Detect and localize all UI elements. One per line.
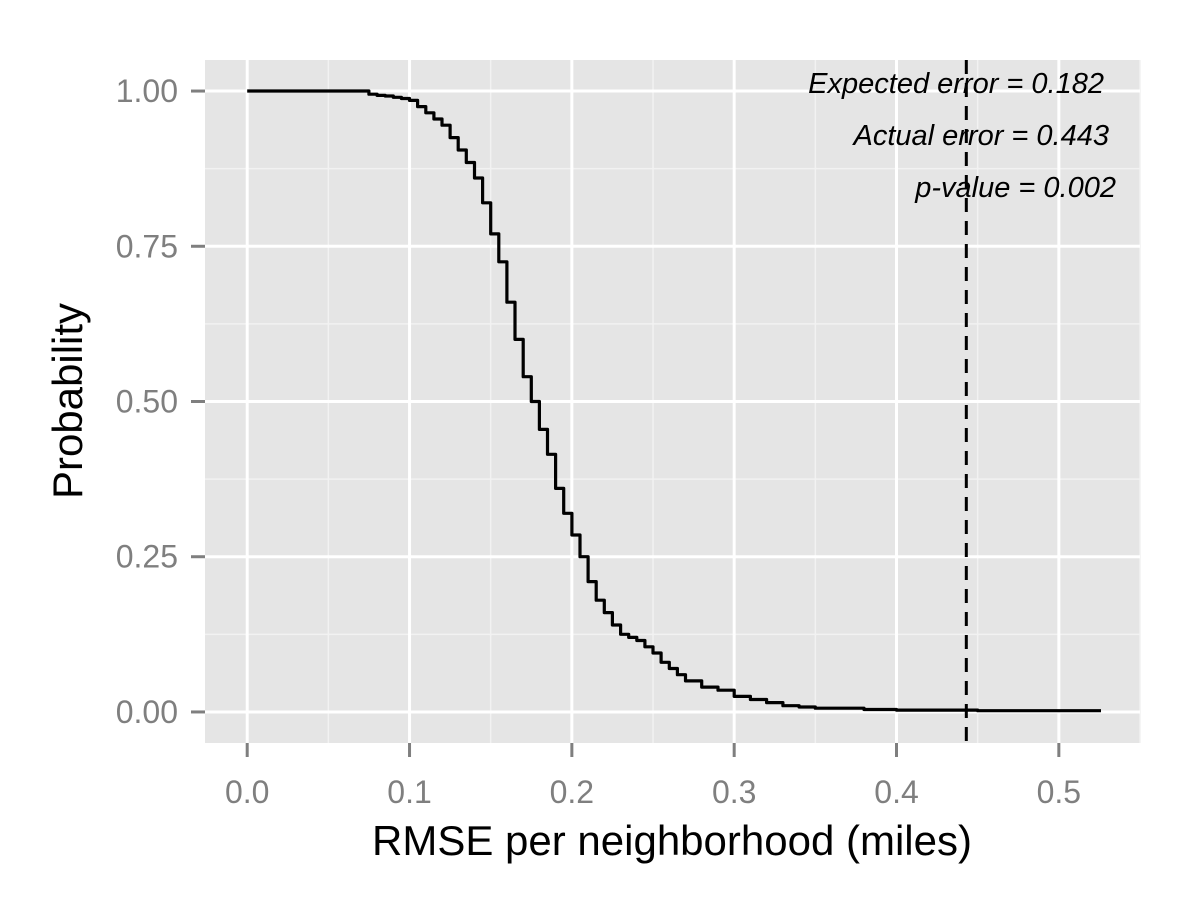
annotation-expected-error: Expected error = 0.182 xyxy=(808,68,1104,100)
x-tick-label: 0.1 xyxy=(387,774,431,810)
x-tick-label: 0.5 xyxy=(1037,774,1081,810)
series-layer xyxy=(247,89,1101,713)
x-tick-label: 0.3 xyxy=(712,774,756,810)
x-tick-labels: 0.0 0.1 0.2 0.3 0.4 0.5 xyxy=(225,774,1081,810)
y-tick-label: 1.00 xyxy=(116,73,178,109)
axis-ticks xyxy=(191,89,1061,757)
series-line xyxy=(247,89,1101,713)
x-tick-label: 0.0 xyxy=(225,774,269,810)
y-tick-label: 0.50 xyxy=(116,384,178,420)
y-tick-label: 0.75 xyxy=(116,228,178,264)
annotation-layer: Expected error = 0.182 Actual error = 0.… xyxy=(808,68,1116,204)
y-tick-label: 0.25 xyxy=(116,539,178,575)
y-tick-label: 0.00 xyxy=(116,694,178,730)
annotation-actual-error: Actual error = 0.443 xyxy=(851,120,1109,152)
y-axis-title: Probability xyxy=(44,303,91,499)
x-tick-label: 0.4 xyxy=(874,774,918,810)
x-axis-title: RMSE per neighborhood (miles) xyxy=(372,817,972,864)
x-tick-label: 0.2 xyxy=(550,774,594,810)
annotation-p-value: p-value = 0.002 xyxy=(914,172,1116,204)
y-tick-labels: 0.00 0.25 0.50 0.75 1.00 xyxy=(116,73,178,730)
